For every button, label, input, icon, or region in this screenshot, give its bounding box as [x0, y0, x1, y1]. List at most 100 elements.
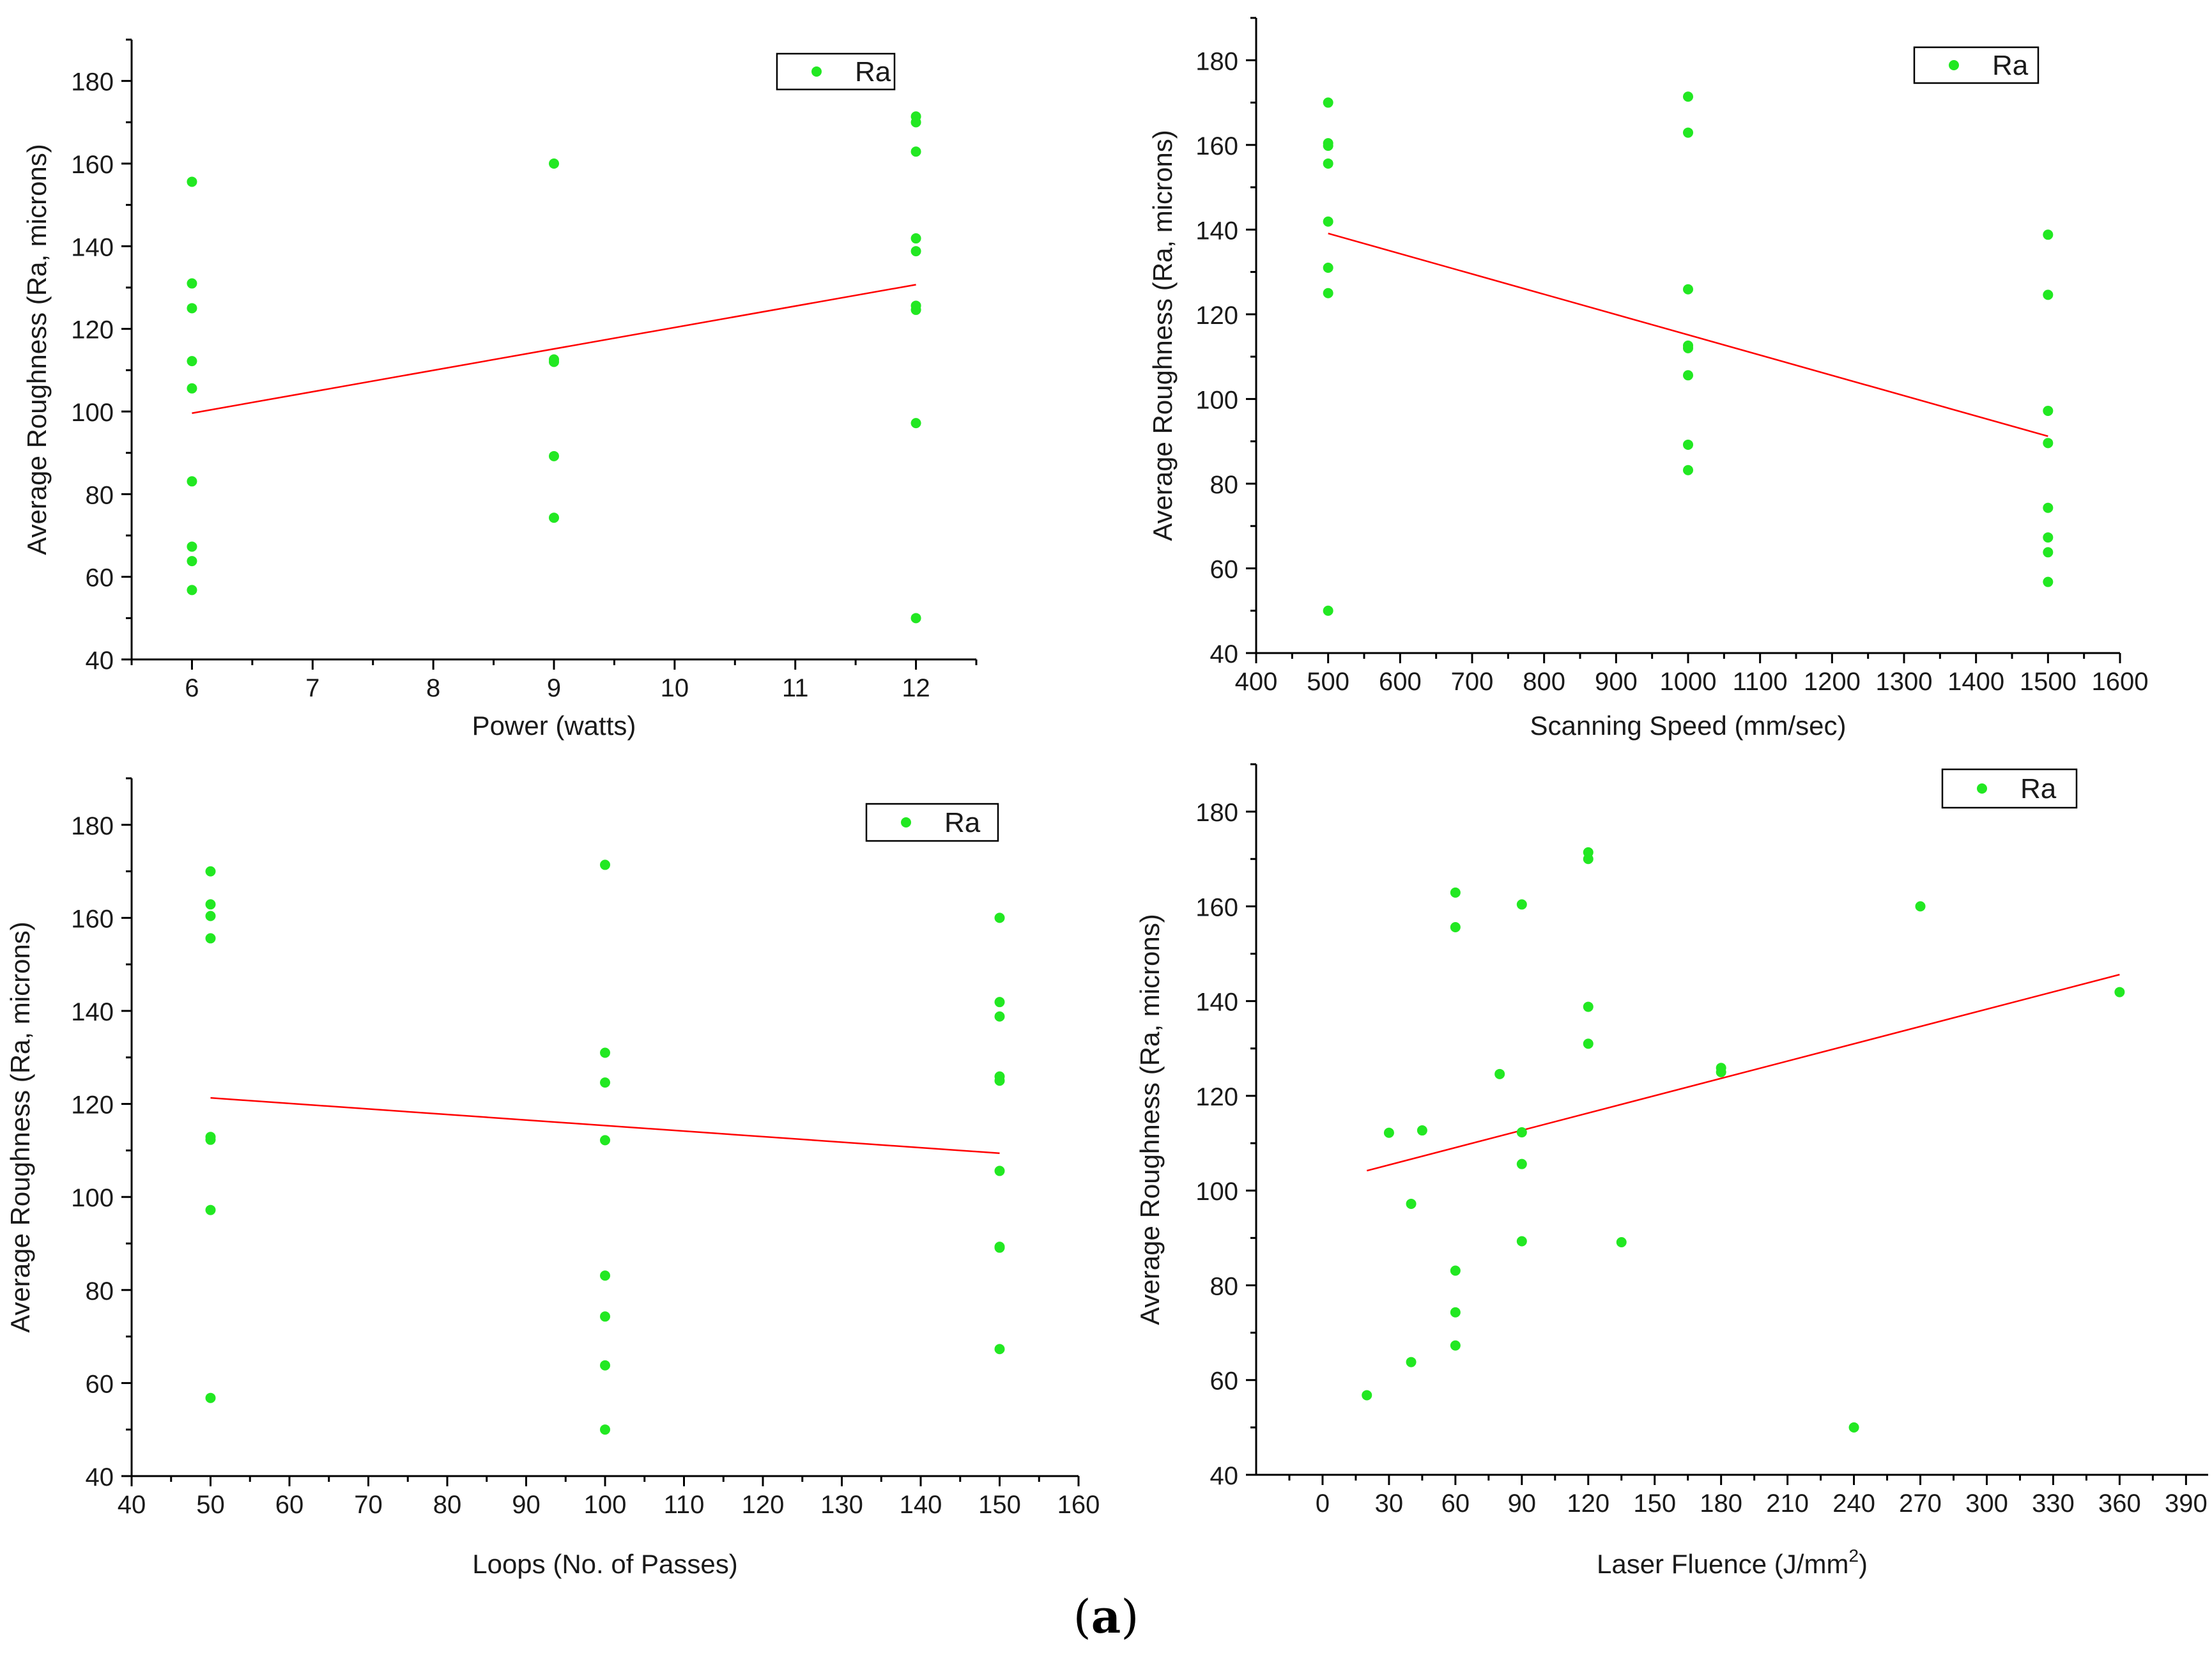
data-point [1683, 465, 1693, 475]
data-point [910, 117, 921, 128]
data-point [1417, 1125, 1427, 1136]
data-point [549, 158, 559, 169]
x-tick-label: 1500 [2020, 668, 2077, 696]
data-point [205, 1134, 216, 1145]
y-tick-label: 180 [71, 812, 114, 840]
data-point [205, 1205, 216, 1215]
data-point [1583, 1001, 1594, 1012]
x-tick-label: 210 [1766, 1490, 1809, 1518]
y-tick-label: 160 [71, 905, 114, 933]
y-tick-label: 40 [1210, 640, 1239, 668]
x-tick-label: 50 [196, 1491, 225, 1519]
data-point [1915, 901, 1926, 912]
data-point [187, 176, 197, 187]
x-tick-label: 160 [1057, 1491, 1100, 1519]
x-tick-label: 150 [1633, 1490, 1676, 1518]
y-tick-label: 40 [86, 647, 114, 675]
data-point [994, 1011, 1005, 1022]
x-tick-label: 240 [1832, 1490, 1875, 1518]
y-tick-label: 120 [1195, 1083, 1238, 1111]
x-tick-label: 60 [1441, 1490, 1470, 1518]
data-point [1362, 1390, 1372, 1401]
data-point [910, 418, 921, 429]
y-tick-label: 180 [71, 68, 114, 96]
x-tick-label: 1200 [1804, 668, 1861, 696]
y-axis-label: Average Roughness (Ra, microns) [22, 144, 52, 555]
data-point [600, 1077, 610, 1088]
y-tick-label: 120 [71, 316, 114, 344]
data-point [187, 356, 197, 367]
y-tick-label: 180 [1195, 47, 1238, 75]
data-point [205, 899, 216, 910]
data-point [549, 357, 559, 367]
y-tick-label: 80 [1210, 471, 1239, 499]
data-point [205, 866, 216, 877]
x-tick-label: 120 [1567, 1490, 1609, 1518]
data-point [600, 1135, 610, 1146]
legend-label: Ra [1992, 50, 2029, 81]
x-tick-label: 360 [2098, 1490, 2141, 1518]
x-tick-label: 100 [584, 1491, 627, 1519]
x-tick-label: 30 [1375, 1490, 1404, 1518]
data-point [1383, 1127, 1394, 1138]
data-point [187, 556, 197, 567]
x-tick-label: 7 [305, 674, 319, 702]
data-point [1683, 439, 1693, 450]
legend-box [865, 803, 999, 842]
y-tick-label: 100 [71, 1184, 114, 1212]
data-point [1406, 1357, 1417, 1367]
chart-scanning-speed: 40 60 80 100 120 140 160 180 400 500 600 700 800 900 1… [1148, 17, 2148, 741]
y-tick-label: 60 [1210, 555, 1239, 583]
x-tick-label: 150 [978, 1491, 1021, 1519]
x-tick-label: 500 [1307, 668, 1349, 696]
x-tick-label: 60 [275, 1491, 304, 1519]
data-point [1450, 1265, 1461, 1276]
y-tick-label: 140 [1195, 217, 1238, 245]
y-tick-label: 60 [86, 1370, 114, 1398]
data-point [187, 585, 197, 596]
data-point [2043, 289, 2054, 300]
x-tick-label: 70 [354, 1491, 383, 1519]
data-point [1323, 141, 1333, 151]
data-point [2043, 438, 2054, 449]
data-point [2043, 547, 2054, 558]
data-point [1450, 922, 1461, 933]
data-point [2043, 405, 2054, 416]
x-tick-label: 12 [902, 674, 930, 702]
y-tick-label: 100 [71, 399, 114, 427]
data-point [187, 278, 197, 289]
data-point [2043, 576, 2054, 587]
data-point [1323, 158, 1333, 169]
data-point [600, 1360, 610, 1371]
y-tick-label: 80 [86, 1277, 114, 1305]
x-tick-label: 400 [1235, 668, 1278, 696]
x-tick-label: 0 [1316, 1490, 1330, 1518]
chart-power: 40 60 80 100 120 140 160 180 6 7 8 9 10 11 12 Average R… [22, 38, 978, 741]
trend-line [1366, 973, 2120, 1172]
legend-marker [1977, 783, 1987, 794]
y-tick-label: 120 [71, 1091, 114, 1120]
x-tick-label: 330 [2032, 1490, 2075, 1518]
x-axis-label: Laser Fluence (J/mm2) [1597, 1546, 1868, 1579]
data-point [994, 1344, 1005, 1355]
data-point [910, 613, 921, 624]
legend-marker [1949, 60, 1959, 70]
y-axis-label: Average Roughness (Ra, microns) [1148, 130, 1178, 541]
data-point [1323, 97, 1333, 108]
data-point [600, 1311, 610, 1322]
data-point [1683, 284, 1693, 295]
x-tick-label: 140 [900, 1491, 942, 1519]
data-point [1516, 1158, 1527, 1169]
data-point [1683, 370, 1693, 381]
y-tick-label: 100 [1195, 1178, 1238, 1206]
data-point [994, 1075, 1005, 1086]
data-point [2114, 987, 2125, 997]
trend-line [210, 1097, 1000, 1155]
data-point [1323, 288, 1333, 298]
data-point [1406, 1198, 1417, 1209]
y-tick-label: 80 [1210, 1272, 1239, 1300]
data-point [1683, 127, 1693, 138]
x-tick-label: 1400 [1947, 668, 2004, 696]
x-tick-label: 390 [2165, 1490, 2208, 1518]
data-point [1583, 1038, 1594, 1049]
